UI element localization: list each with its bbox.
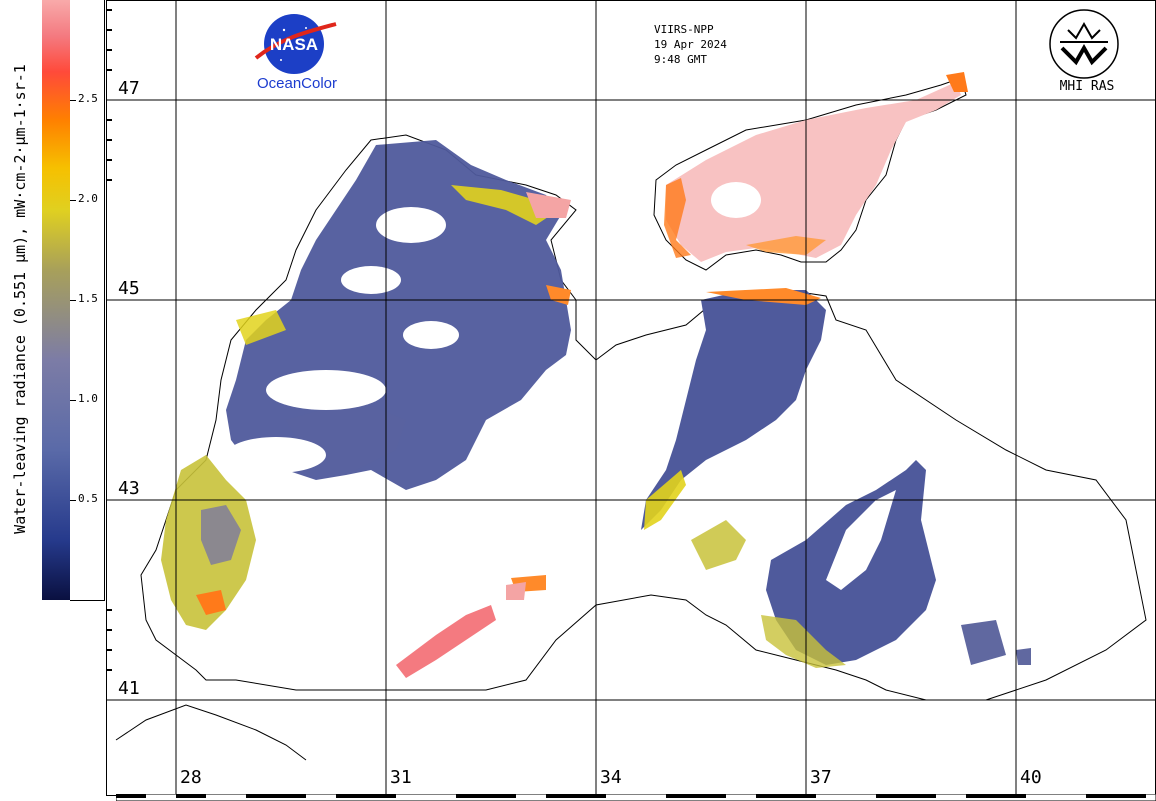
graticule bbox=[106, 0, 1156, 795]
lon-label-40: 40 bbox=[1020, 767, 1042, 788]
colorbar-title: Water-leaving radiance (0.551 µm), mW·cm… bbox=[11, 64, 29, 534]
tick-mark bbox=[70, 500, 76, 501]
bosphorus-orange bbox=[196, 590, 226, 615]
odessa-yellow bbox=[451, 185, 551, 225]
lon-label-28: 28 bbox=[180, 767, 202, 788]
mhi-logo bbox=[1046, 8, 1126, 80]
tick-2-0: 2.0 bbox=[78, 192, 98, 205]
azov-bloom-orange bbox=[664, 178, 691, 258]
south-coast-pink bbox=[506, 582, 526, 600]
lat-label-41: 41 bbox=[118, 678, 140, 699]
east-basin-turbid bbox=[761, 615, 846, 668]
kerch-strait-water bbox=[641, 290, 826, 530]
cloud-gap bbox=[403, 321, 459, 349]
colorbar: 2.5 2.0 1.5 1.0 0.5 Water-leaving radian… bbox=[0, 0, 106, 801]
lon-label-34: 34 bbox=[600, 767, 622, 788]
tick-mark bbox=[70, 400, 76, 401]
scene-date: 19 Apr 2024 bbox=[654, 38, 727, 51]
cloud-gap bbox=[266, 370, 386, 410]
lat-label-45: 45 bbox=[118, 278, 140, 299]
mid-sea-yellow bbox=[691, 520, 746, 570]
cloud-gap bbox=[341, 266, 401, 294]
lat-label-43: 43 bbox=[118, 478, 140, 499]
lon-label-37: 37 bbox=[810, 767, 832, 788]
tick-2-5: 2.5 bbox=[78, 92, 98, 105]
east-small-patch bbox=[1016, 648, 1031, 665]
south-coast-bloom bbox=[396, 605, 496, 678]
lon-label-31: 31 bbox=[390, 767, 412, 788]
oceancolor-label: OceanColor bbox=[256, 75, 338, 92]
east-small-patch bbox=[961, 620, 1006, 665]
colorbar-ticks: 2.5 2.0 1.5 1.0 0.5 bbox=[70, 0, 105, 601]
left-ticks bbox=[106, 9, 112, 671]
nasa-wordmark: NASA bbox=[270, 35, 318, 54]
mhi-ras-label: MHI RAS bbox=[1059, 79, 1115, 94]
tick-0-5: 0.5 bbox=[78, 492, 98, 505]
cloud-gap bbox=[226, 437, 326, 473]
cloud-gap bbox=[711, 182, 761, 218]
scale-bar bbox=[116, 794, 1156, 801]
east-basin-gap bbox=[826, 490, 896, 590]
lat-label-47: 47 bbox=[118, 78, 140, 99]
sensor-name: VIIRS-NPP bbox=[654, 23, 714, 36]
tick-mark bbox=[70, 200, 76, 201]
nw-coast-yellow bbox=[236, 310, 286, 345]
cloud-gap bbox=[376, 207, 446, 243]
kerch-orange bbox=[706, 288, 821, 305]
map-frame: 47 45 43 41 28 31 34 37 40 NASA OceanCol… bbox=[106, 0, 1156, 801]
map-canvas bbox=[106, 0, 1156, 796]
west-coast-turbid-inner bbox=[201, 505, 241, 565]
colorbar-gradient bbox=[42, 0, 70, 600]
tick-1-5: 1.5 bbox=[78, 292, 98, 305]
tick-mark bbox=[70, 100, 76, 101]
nasa-logo: NASA bbox=[236, 10, 356, 90]
azov-east-orange bbox=[946, 72, 968, 92]
tick-1-0: 1.0 bbox=[78, 392, 98, 405]
dnieper-pink bbox=[526, 192, 571, 218]
scene-time: 9:48 GMT bbox=[654, 53, 707, 66]
scene-info: VIIRS-NPP 19 Apr 2024 9:48 GMT bbox=[654, 22, 727, 67]
nasa-meatball-icon bbox=[264, 14, 324, 74]
turkey-coastline bbox=[115, 704, 307, 761]
tick-mark bbox=[70, 300, 76, 301]
